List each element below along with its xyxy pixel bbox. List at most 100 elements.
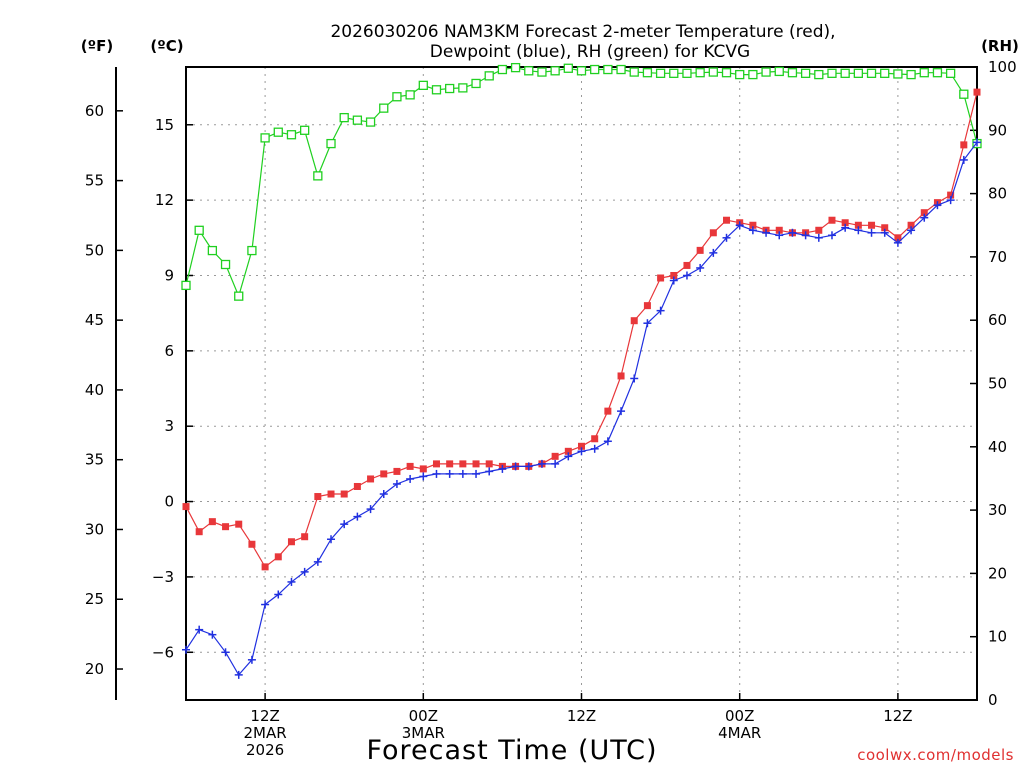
rh-point [841,69,849,77]
rh-point [960,90,968,98]
rh-point [301,126,309,134]
rh-point [195,226,203,234]
rh-tick-label: 50 [988,375,1007,393]
temperature-point [697,247,704,254]
temperature-point [288,538,295,545]
rh-point [261,134,269,142]
series-dewpoint [182,138,981,679]
grid-lines [186,67,977,700]
fahrenheit-tick-label: 45 [85,311,104,329]
rh-tick-label: 10 [988,628,1007,646]
x-tick-label: 12Z [883,707,912,725]
rh-unit-label: (RH) [981,37,1019,55]
fahrenheit-tick-label: 20 [85,660,104,678]
temperature-point [222,523,229,530]
rh-point [868,69,876,77]
temperature-point [314,493,321,500]
celsius-tick-label: −6 [152,643,174,661]
fahrenheit-tick-label: 60 [85,102,104,120]
temperature-point [657,275,664,282]
x-tick-label: 00Z [725,707,754,725]
rh-point [406,91,414,99]
chart-title-line2: Dewpoint (blue), RH (green) for KCVG [430,42,750,62]
temperature-point [723,217,730,224]
temperature-point [275,553,282,560]
temperature-point [604,408,611,415]
rh-point [248,247,256,255]
rh-point [828,69,836,77]
temperature-point [301,533,308,540]
dewpoint-point [406,475,414,483]
rh-point [327,140,335,148]
axes: 60555045403530252015129630−3−61009080706… [85,58,1017,759]
rh-point [340,114,348,122]
rh-tick-label: 20 [988,564,1007,582]
rh-point [854,69,862,77]
rh-point [591,66,599,74]
dewpoint-point [815,234,823,242]
celsius-tick-label: 0 [164,493,174,511]
rh-point [617,66,625,74]
rh-point [472,79,480,87]
celsius-tick-label: 12 [155,191,174,209]
fahrenheit-tick-label: 35 [85,451,104,469]
temperature-point [960,141,967,148]
rh-point [604,66,612,74]
rh-point [670,69,678,77]
dewpoint-point [446,470,454,478]
temperature-point [341,491,348,498]
rh-point [419,81,427,89]
dewpoint-point [551,460,559,468]
temperature-point [209,518,216,525]
dewpoint-point [683,271,691,279]
celsius-tick-label: 3 [164,417,174,435]
temperature-point [407,463,414,470]
rh-tick-label: 40 [988,438,1007,456]
rh-point [432,86,440,94]
temperature-point [183,503,190,510]
temperature-point [433,460,440,467]
rh-point [815,71,823,79]
rh-point [525,67,533,75]
rh-point [182,281,190,289]
rh-point [683,69,691,77]
rh-point [551,67,559,75]
temperature-point [644,302,651,309]
dewpoint-point [472,470,480,478]
rh-point [788,69,796,77]
rh-point [564,64,572,72]
rh-point [696,69,704,77]
dewpoint-point [353,513,361,521]
x-axis-title: Forecast Time (UTC) [366,735,657,766]
temperature-point [552,453,559,460]
celsius-unit-label: (ºC) [150,37,183,55]
temperature-point [618,372,625,379]
dewpoint-point [432,470,440,478]
fahrenheit-tick-label: 40 [85,381,104,399]
rh-tick-label: 100 [988,58,1017,76]
temperature-point [591,435,598,442]
rh-point [947,69,955,77]
fahrenheit-tick-label: 30 [85,520,104,538]
celsius-tick-label: 6 [164,342,174,360]
rh-point [920,69,928,77]
rh-point [894,70,902,78]
rh-point [657,69,665,77]
rh-point [881,69,889,77]
rh-point [353,116,361,124]
temperature-point [248,541,255,548]
rh-point [367,118,375,126]
rh-point [578,67,586,75]
dewpoint-point [604,437,612,445]
rh-point [512,64,520,72]
temperature-point [328,491,335,498]
temperature-point [235,521,242,528]
rh-point [393,93,401,101]
rh-point [709,68,717,76]
rh-point [235,292,243,300]
temperature-point [446,460,453,467]
temperature-point [354,483,361,490]
rh-point [485,72,493,80]
fahrenheit-tick-label: 55 [85,172,104,190]
temperature-point [380,470,387,477]
